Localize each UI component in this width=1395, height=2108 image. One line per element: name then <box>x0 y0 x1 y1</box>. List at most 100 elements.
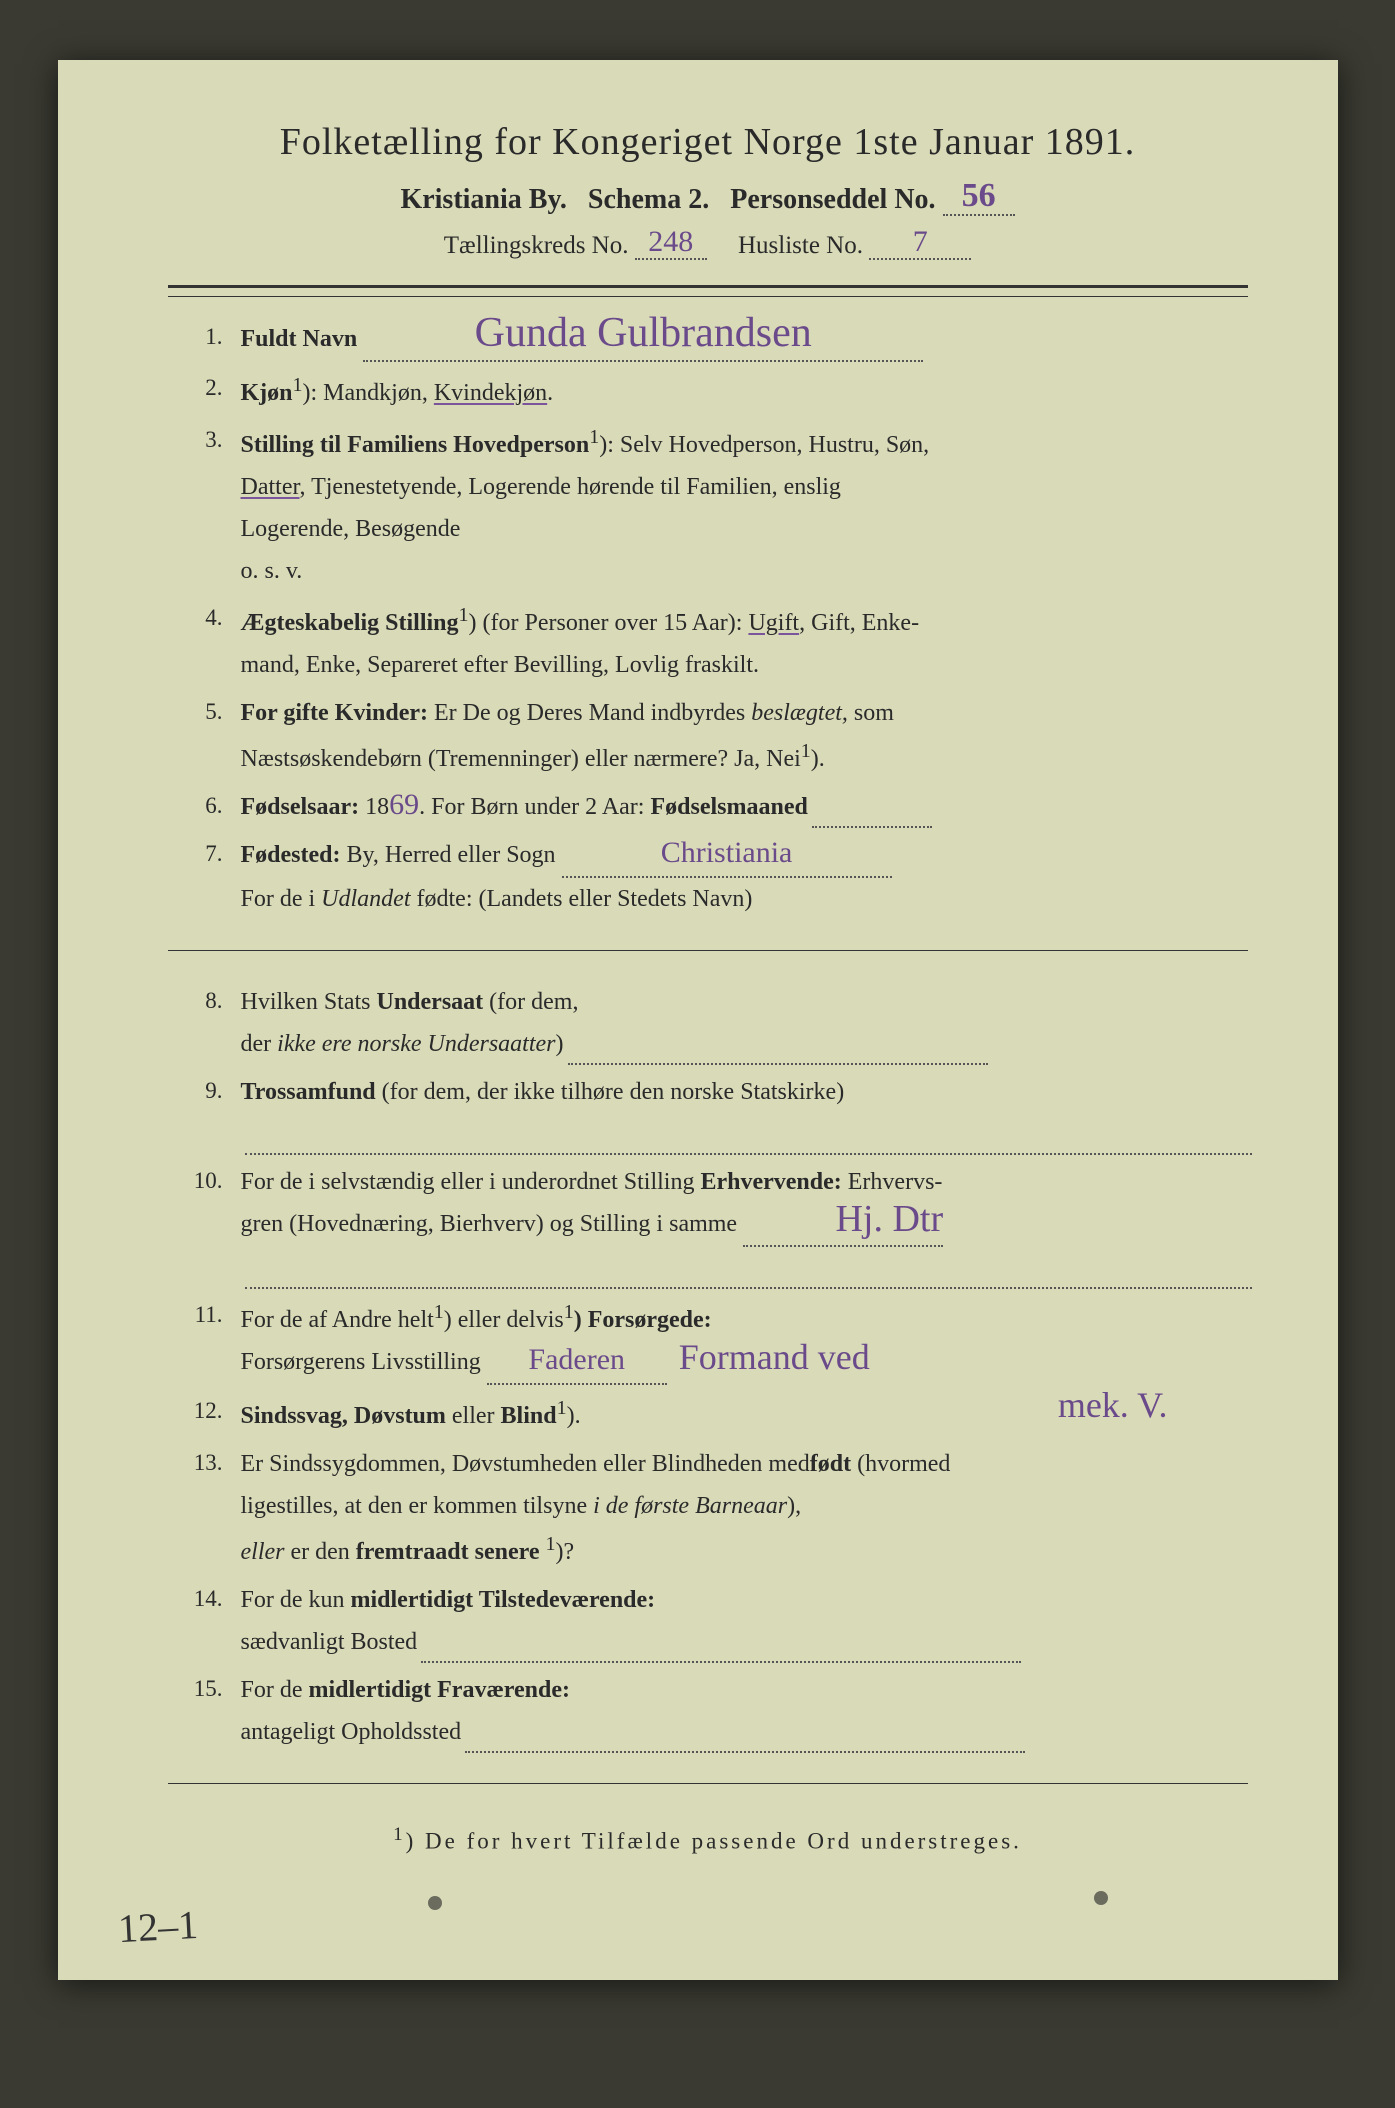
item-num: 14. <box>168 1579 241 1619</box>
italic: i de første Barneaar <box>593 1493 787 1519</box>
text: (for dem, der ikke tilhøre den norske St… <box>376 1079 845 1105</box>
item-body: Fødested: By, Herred eller Sogn Christia… <box>241 834 1248 920</box>
divider-mid <box>168 950 1248 951</box>
item-body: For de kun midlertidigt Tilstedeværende:… <box>241 1579 1248 1663</box>
text: gren (Hovednæring, Bierhverv) og Stillin… <box>241 1211 738 1237</box>
form-items: 1. Fuldt Navn Gunda Gulbrandsen 2. Kjøn1… <box>168 317 1248 920</box>
text: . For Børn under 2 Aar: <box>419 794 650 820</box>
field-label: Erhvervende: <box>700 1169 841 1195</box>
husliste-no: 7 <box>869 230 971 260</box>
item-body: Fuldt Navn Gunda Gulbrandsen <box>241 317 1248 362</box>
occupation-field: Hj. Dtr <box>743 1203 943 1247</box>
item-num: 8. <box>168 981 241 1021</box>
sup: 1 <box>545 1533 555 1555</box>
item-5: 5. For gifte Kvinder: Er De og Deres Man… <box>168 692 1248 780</box>
item-12: 12. Sindssvag, Døvstum eller Blind1). me… <box>168 1391 1248 1437</box>
item-num: 7. <box>168 834 241 874</box>
sup: 1 <box>393 1824 406 1845</box>
item-7: 7. Fødested: By, Herred eller Sogn Chris… <box>168 834 1248 920</box>
birthplace-field: Christiania <box>562 834 892 878</box>
item-body: Kjøn1): Mandkjøn, Kvindekjøn. <box>241 368 1248 414</box>
item-num: 12. <box>168 1391 241 1431</box>
item-8: 8. Hvilken Stats Undersaat (for dem, der… <box>168 981 1248 1065</box>
item-num: 5. <box>168 692 241 732</box>
footnote-text: ) De for hvert Tilfælde passende Ord und… <box>406 1829 1022 1854</box>
name-field: Gunda Gulbrandsen <box>363 317 923 362</box>
item-2: 2. Kjøn1): Mandkjøn, Kvindekjøn. <box>168 368 1248 414</box>
field-label: Sindssvag, Døvstum <box>241 1403 446 1429</box>
text: ), <box>787 1493 801 1519</box>
field-label: Ægteskabelig Stilling <box>241 610 459 636</box>
text: antageligt Opholdssted <box>241 1719 462 1745</box>
form-items-2: 8. Hvilken Stats Undersaat (for dem, der… <box>168 981 1248 1753</box>
field-label: Fødested: <box>241 842 341 868</box>
item-11: 11. For de af Andre helt1) eller delvis1… <box>168 1295 1248 1385</box>
text: ) (for Personer over 15 Aar): <box>469 610 749 636</box>
item-num: 1. <box>168 317 241 357</box>
text: For de af Andre helt <box>241 1307 434 1333</box>
census-form-page: Folketælling for Kongeriget Norge 1ste J… <box>58 60 1338 1980</box>
ink-stain <box>428 1896 442 1910</box>
text: mand, Enke, Separeret efter Bevilling, L… <box>241 652 760 678</box>
item-num: 13. <box>168 1443 241 1483</box>
selected-value: Ugift <box>748 610 799 636</box>
divider-top-2 <box>168 296 1248 297</box>
item-10: 10. For de i selvstændig eller i underor… <box>168 1161 1248 1289</box>
sup: 1 <box>293 374 303 396</box>
item-body: For de af Andre helt1) eller delvis1) Fo… <box>241 1295 1248 1385</box>
form-header: Folketælling for Kongeriget Norge 1ste J… <box>168 120 1248 260</box>
selected-value: Kvindekjøn <box>434 380 547 406</box>
item-1: 1. Fuldt Navn Gunda Gulbrandsen <box>168 317 1248 362</box>
text: )? <box>555 1539 574 1565</box>
item-num: 15. <box>168 1669 241 1709</box>
text: Forsørgerens Livsstilling <box>241 1349 481 1375</box>
text: fødte: (Landets eller Stedets Navn) <box>411 886 753 912</box>
left: Sindssvag, Døvstum eller Blind1). <box>241 1391 581 1437</box>
field-label: født <box>810 1451 851 1477</box>
text: ) eller delvis <box>444 1307 564 1333</box>
text: By, Herred eller Sogn <box>340 842 555 868</box>
text: (for dem, <box>483 989 578 1015</box>
city: Kristiania By. <box>400 184 566 215</box>
text: Næstsøskendebørn (Tremenninger) eller næ… <box>241 746 801 772</box>
field-label: Blind <box>501 1403 557 1429</box>
text: ): Mandkjøn, <box>303 380 434 406</box>
item-9: 9. Trossamfund (for dem, der ikke tilhør… <box>168 1071 1248 1155</box>
field-label: Stilling til Familiens Hovedperson <box>241 432 590 458</box>
divider-top-1 <box>168 285 1248 288</box>
sup: 1 <box>434 1301 444 1323</box>
selected-value: Datter <box>241 474 300 500</box>
subheader-2: Tællingskreds No. 248 Husliste No. 7 <box>168 230 1248 260</box>
divider-bottom <box>168 1783 1248 1784</box>
field-label: fremtraadt senere <box>356 1539 540 1565</box>
text: som <box>848 700 894 726</box>
sup: 1 <box>557 1397 567 1419</box>
field-label: midlertidigt Fraværende: <box>309 1677 571 1703</box>
item-15: 15. For de midlertidigt Fraværende: anta… <box>168 1669 1248 1753</box>
item-3: 3. Stilling til Familiens Hovedperson1):… <box>168 420 1248 592</box>
text: Logerende, Besøgende <box>241 516 461 542</box>
text: o. s. v. <box>241 558 303 584</box>
corner-annotation: 12–1 <box>116 1901 198 1952</box>
dotfill <box>245 1124 1252 1155</box>
provider-field-1: Faderen <box>487 1341 667 1385</box>
text: (hvormed <box>851 1451 950 1477</box>
item-13: 13. Er Sindssygdommen, Døvstumheden elle… <box>168 1443 1248 1573</box>
italic: eller <box>241 1539 285 1565</box>
field-label: Fødselsmaaned <box>650 794 807 820</box>
sup: 1 <box>564 1301 574 1323</box>
italic: Udlandet <box>321 886 410 912</box>
item-6: 6. Fødselsaar: 1869. For Børn under 2 Aa… <box>168 786 1248 828</box>
text: ligestilles, at den er kommen tilsyne <box>241 1493 594 1519</box>
item-num: 9. <box>168 1071 241 1111</box>
field-label: midlertidigt Tilstedeværende: <box>351 1587 656 1613</box>
sup: 1 <box>589 426 599 448</box>
field-label: For gifte Kvinder: <box>241 700 429 726</box>
side-handwriting: mek. V. <box>1058 1391 1248 1437</box>
text: For de i selvstændig eller i underordnet… <box>241 1169 701 1195</box>
item-num: 6. <box>168 786 241 826</box>
footnote: 1) De for hvert Tilfælde passende Ord un… <box>168 1824 1248 1855</box>
text: , Tjenestetyende, Logerende hørende til … <box>300 474 841 500</box>
field-label: Trossamfund <box>241 1079 376 1105</box>
personseddel-no: 56 <box>943 182 1015 216</box>
